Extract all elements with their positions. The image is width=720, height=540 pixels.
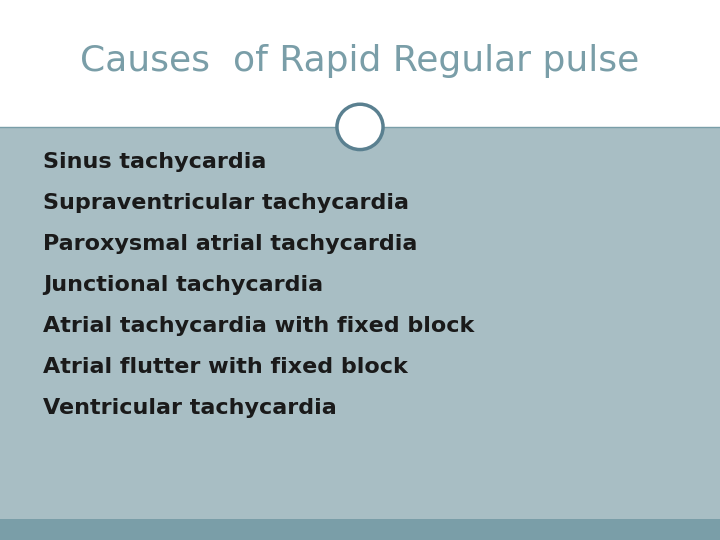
Text: Supraventricular tachycardia: Supraventricular tachycardia: [43, 193, 409, 213]
Ellipse shape: [337, 104, 383, 150]
Text: Atrial flutter with fixed block: Atrial flutter with fixed block: [43, 357, 408, 377]
FancyBboxPatch shape: [0, 519, 720, 540]
Text: Paroxysmal atrial tachycardia: Paroxysmal atrial tachycardia: [43, 234, 418, 254]
Text: Causes  of Rapid Regular pulse: Causes of Rapid Regular pulse: [81, 44, 639, 78]
Text: Sinus tachycardia: Sinus tachycardia: [43, 152, 266, 172]
FancyBboxPatch shape: [0, 127, 720, 519]
Text: Atrial tachycardia with fixed block: Atrial tachycardia with fixed block: [43, 316, 474, 336]
Text: Junctional tachycardia: Junctional tachycardia: [43, 275, 323, 295]
Text: Ventricular tachycardia: Ventricular tachycardia: [43, 398, 337, 419]
FancyBboxPatch shape: [0, 0, 720, 127]
